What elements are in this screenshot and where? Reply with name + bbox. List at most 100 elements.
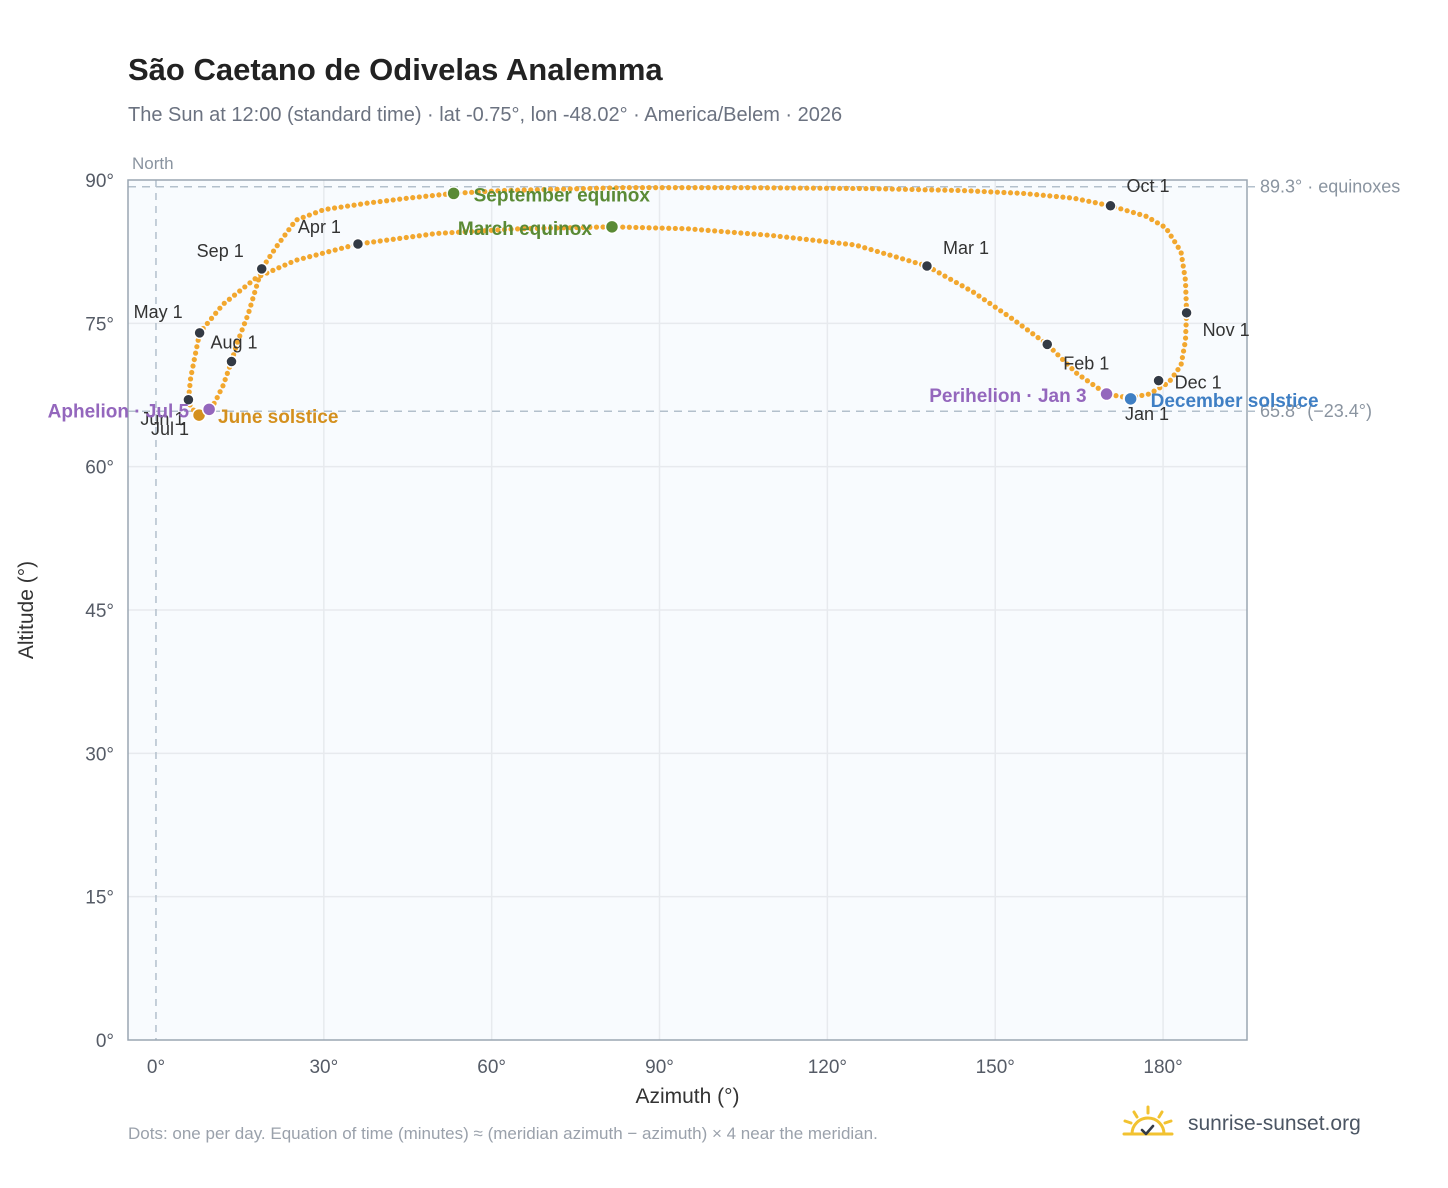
daily-dot <box>241 321 248 327</box>
north-label: North <box>132 154 174 173</box>
daily-dot <box>239 327 245 333</box>
daily-dot <box>639 224 646 231</box>
x-tick-label: 0° <box>147 1057 165 1078</box>
daily-dot <box>906 258 912 264</box>
daily-dot <box>278 237 284 243</box>
daily-dot <box>961 188 968 194</box>
daily-dot <box>574 224 580 231</box>
daily-dot <box>791 185 797 191</box>
daily-dot <box>653 185 659 191</box>
daily-dot <box>1034 192 1040 198</box>
daily-dot <box>659 185 665 191</box>
daily-dot <box>410 195 416 201</box>
daily-dot <box>1014 319 1020 325</box>
daily-dot <box>771 233 777 239</box>
daily-dot <box>975 188 981 194</box>
daily-dot <box>495 227 501 233</box>
daily-dot <box>731 229 737 236</box>
daily-dot <box>666 225 672 231</box>
daily-dot <box>790 235 796 241</box>
x-tick-label: 150° <box>976 1057 1015 1078</box>
x-tick-label: 60° <box>477 1057 506 1078</box>
event-marker <box>604 219 620 235</box>
daily-dot <box>250 296 256 302</box>
month-marker <box>1041 338 1054 351</box>
month-label: Dec 1 <box>1175 373 1222 393</box>
daily-dot <box>286 227 292 233</box>
daily-dot <box>1151 388 1157 394</box>
daily-dot <box>1130 209 1137 216</box>
daily-dot <box>267 253 273 260</box>
daily-dot <box>436 230 442 236</box>
daily-dot <box>1095 385 1101 391</box>
daily-dot <box>976 293 982 299</box>
daily-dot <box>290 221 296 227</box>
daily-dot <box>397 235 403 241</box>
daily-dot <box>313 252 319 258</box>
daily-dot <box>204 320 210 327</box>
daily-dot <box>909 186 915 193</box>
daily-dot <box>567 186 573 192</box>
daily-dot <box>666 185 672 191</box>
daily-dot <box>1079 374 1085 380</box>
daily-dot <box>1179 354 1185 361</box>
daily-dot <box>836 240 842 246</box>
y-axis-label: Altitude (°) <box>15 561 38 659</box>
daily-dot <box>970 289 977 295</box>
daily-dot <box>1024 327 1031 333</box>
daily-dot <box>959 283 965 289</box>
daily-dot <box>896 186 902 192</box>
brand-logo[interactable]: sunrise-sunset.org <box>1120 1102 1361 1146</box>
daily-dot <box>232 345 239 352</box>
y-tick-label: 60° <box>85 458 114 479</box>
daily-dot <box>306 212 312 218</box>
daily-dot <box>1171 372 1177 378</box>
daily-dot <box>810 237 816 243</box>
daily-dot <box>915 186 922 193</box>
daily-dot <box>231 292 238 298</box>
daily-dot <box>364 200 370 206</box>
daily-dot <box>384 237 390 243</box>
daily-dot <box>488 227 494 233</box>
daily-dot <box>242 284 248 290</box>
daily-dot <box>745 185 751 191</box>
daily-dot <box>992 304 998 310</box>
daily-dot <box>1137 211 1143 217</box>
daily-dot <box>1007 190 1014 196</box>
daily-dot <box>475 189 481 195</box>
daily-dot <box>1003 311 1009 318</box>
daily-dot <box>189 369 195 376</box>
daily-dot <box>698 227 705 233</box>
daily-dot <box>1139 392 1145 399</box>
daily-dot <box>1165 227 1171 234</box>
daily-dot <box>829 239 836 245</box>
daily-dot <box>1183 302 1189 308</box>
daily-dot <box>436 192 442 198</box>
reference-label: 89.3° · equinoxes <box>1260 177 1400 197</box>
daily-dot <box>685 226 692 232</box>
daily-dot <box>294 217 300 223</box>
daily-dot <box>744 230 751 237</box>
daily-dot <box>646 225 652 231</box>
daily-dot <box>1167 377 1173 383</box>
daily-dot <box>488 188 494 194</box>
daily-dot <box>607 185 613 191</box>
daily-dot <box>758 185 764 191</box>
daily-dot <box>307 254 313 260</box>
daily-dot <box>679 225 685 232</box>
daily-dot <box>1027 191 1033 197</box>
daily-dot <box>817 185 823 191</box>
daily-dot <box>234 339 241 345</box>
daily-dot <box>253 283 260 289</box>
daily-dot <box>345 244 351 250</box>
daily-dot <box>935 187 941 193</box>
daily-dot <box>942 273 948 279</box>
daily-dot <box>423 193 429 199</box>
daily-dot <box>462 229 468 235</box>
daily-dot <box>462 190 468 196</box>
daily-dot <box>842 241 849 247</box>
daily-dot <box>449 229 455 236</box>
daily-dot <box>312 210 319 216</box>
daily-dot <box>856 185 863 192</box>
daily-dot <box>600 185 606 191</box>
